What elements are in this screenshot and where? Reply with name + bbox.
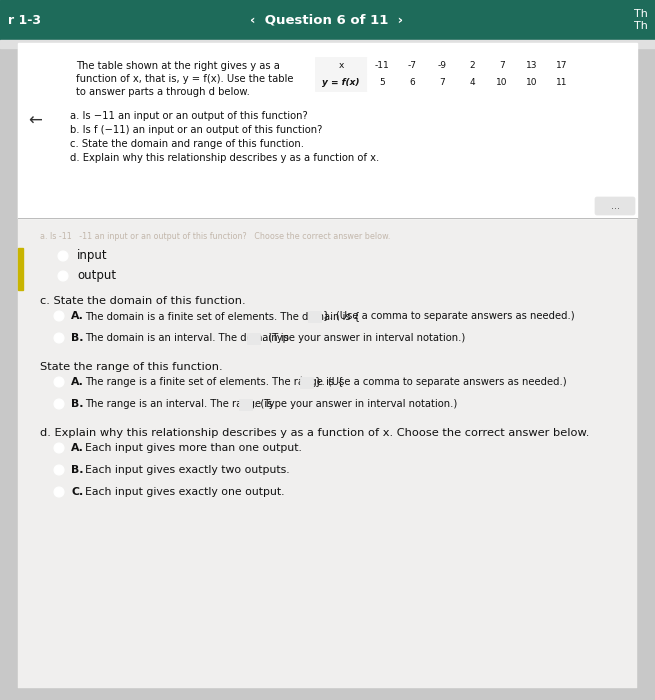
Bar (517, 74, 547, 91)
Bar (0, 0, 655, 40)
Circle shape (54, 311, 64, 321)
Text: }. (Use a comma to separate answers as needed.): }. (Use a comma to separate answers as n… (314, 377, 567, 387)
Text: a. Is -11   -11 an input or an output of this function?   Choose the correct ans: a. Is -11 -11 an input or an output of t… (40, 232, 390, 241)
Text: B.: B. (71, 399, 83, 409)
Text: 10: 10 (496, 78, 508, 87)
Text: 7: 7 (439, 78, 445, 87)
Text: to answer parts a through d below.: to answer parts a through d below. (76, 87, 250, 97)
Text: The domain is a finite set of elements. The domain is {: The domain is a finite set of elements. … (85, 311, 360, 321)
Bar (0, 40, 655, 48)
Bar (547, 57, 577, 74)
Bar (427, 57, 457, 74)
Bar (487, 74, 517, 91)
Text: b. Is f (−11) an input or an output of this function?: b. Is f (−11) an input or an output of t… (70, 125, 322, 135)
Text: 10: 10 (526, 78, 538, 87)
Text: x: x (339, 61, 344, 70)
Text: State the range of this function.: State the range of this function. (40, 362, 223, 372)
Circle shape (54, 333, 64, 343)
Text: Th: Th (634, 9, 648, 19)
Text: 5: 5 (379, 78, 385, 87)
Text: 11: 11 (556, 78, 568, 87)
Text: A.: A. (71, 443, 84, 453)
Text: 4: 4 (469, 78, 475, 87)
Text: 7: 7 (499, 61, 505, 70)
Bar (239, 398, 252, 409)
Text: A.: A. (71, 377, 84, 387)
Circle shape (54, 399, 64, 409)
Bar (547, 74, 577, 91)
Text: C.: C. (71, 487, 83, 497)
Bar (487, 57, 517, 74)
Bar (367, 74, 397, 91)
Text: The table shown at the right gives y as a: The table shown at the right gives y as … (76, 61, 280, 71)
Text: 17: 17 (556, 61, 568, 70)
Text: Each input gives more than one output.: Each input gives more than one output. (85, 443, 302, 453)
Text: Th: Th (634, 21, 648, 31)
Text: ‹  Question 6 of 11  ›: ‹ Question 6 of 11 › (250, 13, 403, 27)
Circle shape (58, 251, 68, 261)
Text: The domain is an interval. The domain is: The domain is an interval. The domain is (85, 333, 289, 343)
Text: . (Type your answer in interval notation.): . (Type your answer in interval notation… (262, 333, 465, 343)
Circle shape (54, 465, 64, 475)
Bar (397, 74, 427, 91)
Text: ←: ← (28, 111, 42, 130)
Circle shape (54, 377, 64, 387)
Text: d. Explain why this relationship describes y as a function of x.: d. Explain why this relationship describ… (70, 153, 379, 163)
Bar (457, 57, 487, 74)
Text: A.: A. (71, 311, 84, 321)
Text: . (Type your answer in interval notation.): . (Type your answer in interval notation… (254, 399, 457, 409)
Text: function of x, that is, y = f(x). Use the table: function of x, that is, y = f(x). Use th… (76, 74, 293, 84)
Text: Each input gives exactly two outputs.: Each input gives exactly two outputs. (85, 465, 290, 475)
Text: B.: B. (71, 333, 83, 343)
Bar (315, 57, 367, 74)
Bar (247, 332, 260, 344)
Text: -11: -11 (375, 61, 389, 70)
Text: d. Explain why this relationship describes y as a function of x. Choose the corr: d. Explain why this relationship describ… (40, 428, 590, 438)
Bar (427, 74, 457, 91)
Circle shape (54, 487, 64, 497)
Bar (18, 43, 637, 218)
Text: -9: -9 (438, 61, 447, 70)
Text: }. (Use a comma to separate answers as needed.): }. (Use a comma to separate answers as n… (323, 311, 574, 321)
Text: a. Is −11 an input or an output of this function?: a. Is −11 an input or an output of this … (70, 111, 308, 121)
Text: c. State the domain and range of this function.: c. State the domain and range of this fu… (70, 139, 304, 149)
Bar (457, 74, 487, 91)
Circle shape (58, 271, 68, 281)
Text: -7: -7 (407, 61, 417, 70)
Text: output: output (77, 270, 116, 283)
Text: 2: 2 (469, 61, 475, 70)
Text: ↓: ↓ (297, 374, 304, 384)
Text: input: input (77, 249, 107, 262)
Bar (299, 377, 312, 388)
Text: The range is a finite set of elements. The range is {: The range is a finite set of elements. T… (85, 377, 344, 387)
Text: B.: B. (71, 465, 83, 475)
Text: ...: ... (610, 201, 620, 211)
Bar (367, 57, 397, 74)
Bar (397, 57, 427, 74)
Text: 13: 13 (526, 61, 538, 70)
Bar (308, 311, 321, 321)
Text: r 1-3: r 1-3 (8, 13, 41, 27)
Text: The range is an interval. The range is: The range is an interval. The range is (85, 399, 272, 409)
Bar (18, 248, 23, 290)
Text: c. State the domain of this function.: c. State the domain of this function. (40, 296, 246, 306)
Bar (315, 74, 367, 91)
Circle shape (54, 443, 64, 453)
Text: 6: 6 (409, 78, 415, 87)
Text: Each input gives exactly one output.: Each input gives exactly one output. (85, 487, 284, 497)
Bar (517, 57, 547, 74)
Text: y = f(x): y = f(x) (322, 78, 360, 87)
FancyBboxPatch shape (595, 197, 635, 215)
